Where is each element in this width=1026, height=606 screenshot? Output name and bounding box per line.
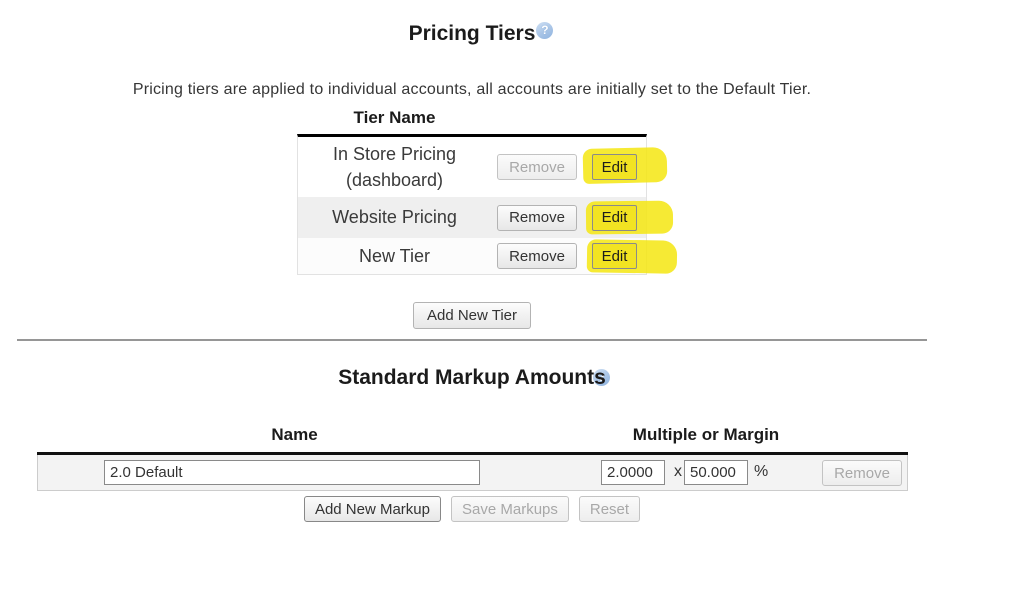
edit-tier-button[interactable]: Edit (592, 154, 637, 180)
markup-buttons-row: Add New Markup Save Markups Reset (17, 496, 927, 522)
remove-tier-button[interactable]: Remove (497, 243, 577, 269)
percent-label: % (754, 463, 769, 480)
page-content: Pricing Tiers ? Pricing tiers are applie… (17, 0, 927, 606)
add-tier-button-row: Add New Tier (17, 302, 927, 329)
standard-markup-title-text: Standard Markup Amounts (338, 366, 606, 389)
tier-row-actions: Remove Edit (497, 146, 668, 185)
pricing-tiers-title: Pricing Tiers ? (17, 22, 927, 46)
remove-tier-button[interactable]: Remove (497, 154, 577, 180)
tier-table: Tier Name In Store Pricing (dashboard) R… (297, 108, 678, 275)
times-label: x (674, 463, 682, 480)
section-divider (17, 339, 927, 341)
edit-tier-button[interactable]: Edit (592, 204, 637, 231)
tier-name-label: Website Pricing (332, 207, 457, 228)
name-column-header: Name (271, 425, 318, 444)
pricing-tiers-description: Pricing tiers are applied to individual … (132, 81, 812, 98)
add-new-markup-button[interactable]: Add New Markup (303, 496, 441, 522)
help-question-icon[interactable]: ? (536, 22, 554, 39)
markup-table: Name Multiple or Margin x % Remove (37, 425, 908, 491)
tier-row-actions: Remove Edit (497, 239, 678, 274)
markup-multiple-input[interactable] (601, 460, 665, 485)
markup-margin-input[interactable] (684, 460, 748, 485)
markup-name-input[interactable] (104, 460, 480, 485)
edit-button-wrap: Edit (582, 146, 668, 185)
add-new-tier-button[interactable]: Add New Tier (412, 302, 532, 329)
tier-row-website-pricing: Website Pricing Remove Edit (298, 197, 674, 238)
multiple-or-margin-column-header: Multiple or Margin (632, 425, 780, 444)
tier-name-label: New Tier (358, 245, 430, 266)
pricing-tiers-title-text: Pricing Tiers (408, 22, 536, 45)
tier-name-column-header: Tier Name (353, 108, 436, 127)
tier-name-label: In Store Pricing (dashboard) (332, 143, 457, 190)
edit-button-wrap: Edit (586, 239, 678, 274)
tier-row-in-store-pricing: In Store Pricing (dashboard) Remove Edit (298, 137, 668, 197)
tier-row-new-tier: New Tier Remove Edit (298, 238, 678, 274)
edit-tier-button[interactable]: Edit (592, 243, 637, 269)
markup-table-headers: Name Multiple or Margin (37, 425, 908, 452)
tier-row-actions: Remove Edit (497, 200, 674, 234)
remove-markup-button[interactable]: Remove (822, 460, 902, 486)
remove-tier-button[interactable]: Remove (497, 204, 577, 231)
tier-table-body: In Store Pricing (dashboard) Remove Edit… (297, 134, 678, 275)
help-question-icon[interactable]: ? (592, 369, 610, 386)
markup-row-default: x % Remove (37, 455, 908, 491)
save-markups-button[interactable]: Save Markups (451, 496, 569, 522)
reset-button[interactable]: Reset (578, 496, 641, 522)
standard-markup-title: ? Standard Markup Amounts (17, 366, 927, 390)
edit-button-wrap: Edit (585, 200, 674, 234)
markup-table-body: x % Remove (37, 452, 908, 491)
